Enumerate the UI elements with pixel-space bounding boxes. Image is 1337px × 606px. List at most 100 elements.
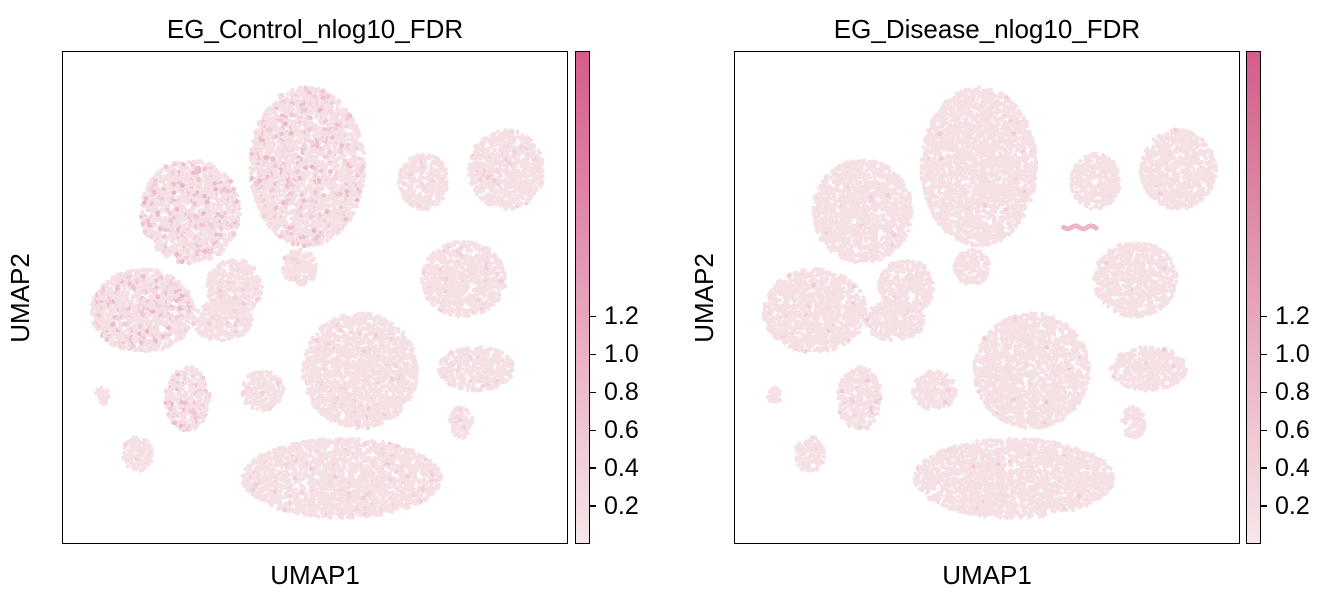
data-point xyxy=(224,181,229,186)
data-point xyxy=(349,169,354,174)
data-point xyxy=(533,168,538,173)
data-point xyxy=(261,169,266,174)
data-point xyxy=(222,187,228,192)
data-point xyxy=(325,238,330,243)
data-point xyxy=(209,185,214,190)
data-point xyxy=(280,211,285,216)
data-point xyxy=(258,171,263,175)
data-point xyxy=(513,192,518,197)
data-point xyxy=(255,167,260,172)
data-point xyxy=(222,238,227,243)
data-point xyxy=(303,202,308,207)
data-point xyxy=(296,101,301,106)
data-point xyxy=(171,226,176,231)
data-point xyxy=(326,176,331,181)
data-point xyxy=(329,162,334,167)
data-point xyxy=(311,228,317,233)
data-point xyxy=(332,148,337,152)
data-point xyxy=(334,176,340,181)
data-point xyxy=(256,189,261,194)
data-point xyxy=(271,222,276,227)
data-point xyxy=(177,242,182,247)
data-point xyxy=(344,110,349,115)
data-point xyxy=(504,171,509,176)
data-point xyxy=(294,176,299,181)
data-point xyxy=(266,147,271,152)
data-point xyxy=(253,134,258,139)
data-point xyxy=(167,210,173,216)
data-point xyxy=(340,182,345,187)
data-point xyxy=(540,169,545,174)
data-point xyxy=(335,214,340,219)
data-point xyxy=(185,172,190,177)
data-point xyxy=(339,199,344,203)
data-point xyxy=(485,185,490,190)
data-point xyxy=(278,127,283,132)
data-point xyxy=(354,193,359,198)
data-point xyxy=(529,190,534,195)
data-point xyxy=(512,196,517,201)
data-point xyxy=(199,246,204,250)
data-point xyxy=(261,206,266,211)
data-point xyxy=(219,247,224,251)
data-point xyxy=(268,192,273,197)
data-point xyxy=(468,165,473,170)
data-point xyxy=(325,180,330,185)
data-point xyxy=(301,243,307,249)
data-point xyxy=(318,168,324,174)
data-point xyxy=(160,179,165,184)
chart-title: EG_Control_nlog10_FDR xyxy=(62,14,568,44)
data-point xyxy=(510,169,515,174)
data-point xyxy=(321,192,327,198)
data-point xyxy=(231,214,236,219)
data-point xyxy=(272,110,277,115)
data-point xyxy=(296,157,301,162)
data-point xyxy=(538,164,543,169)
data-point xyxy=(515,130,520,135)
data-point xyxy=(334,122,340,128)
data-point xyxy=(490,134,495,139)
data-point xyxy=(144,226,149,231)
data-point xyxy=(156,202,161,207)
data-point xyxy=(344,189,350,194)
data-point xyxy=(262,174,266,178)
data-point xyxy=(270,143,275,148)
data-point xyxy=(170,165,175,170)
data-point xyxy=(300,120,305,125)
data-point xyxy=(234,210,239,215)
data-point xyxy=(211,169,216,174)
data-point xyxy=(506,183,511,188)
data-point xyxy=(190,233,195,238)
data-point xyxy=(326,143,331,148)
data-point xyxy=(314,110,319,115)
data-point xyxy=(347,150,352,155)
data-point xyxy=(179,188,185,193)
data-point xyxy=(185,165,190,170)
data-point xyxy=(360,164,366,170)
data-point xyxy=(160,244,164,249)
data-point xyxy=(292,169,297,174)
data-point xyxy=(199,186,204,191)
data-point xyxy=(482,136,487,141)
data-point xyxy=(311,90,316,95)
data-point xyxy=(200,257,205,262)
data-point xyxy=(156,234,161,239)
data-point xyxy=(517,200,522,205)
data-point xyxy=(197,241,202,246)
data-point xyxy=(157,188,162,193)
data-point xyxy=(232,197,237,202)
data-point xyxy=(264,139,269,144)
data-point xyxy=(488,159,493,164)
data-point xyxy=(280,102,285,107)
data-point xyxy=(302,95,307,100)
data-point xyxy=(318,139,323,144)
data-point xyxy=(204,199,210,205)
data-point xyxy=(253,160,258,165)
data-point xyxy=(263,217,268,222)
data-point xyxy=(357,183,362,188)
data-point xyxy=(500,189,505,194)
data-point xyxy=(294,169,300,175)
data-point xyxy=(474,153,479,158)
data-point xyxy=(334,113,339,118)
umap-plot-area xyxy=(62,51,568,544)
